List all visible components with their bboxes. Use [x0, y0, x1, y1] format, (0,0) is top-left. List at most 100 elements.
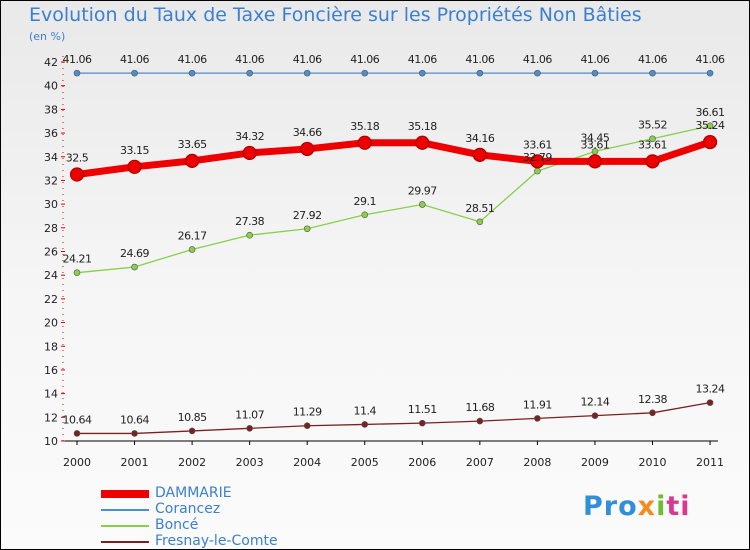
- data-label: 10.64: [63, 413, 92, 426]
- series-line-dammarie: [76, 138, 712, 178]
- logo-part-2: x: [637, 491, 657, 522]
- data-label: 35.18: [350, 120, 379, 133]
- data-label: 11.91: [523, 398, 552, 411]
- data-labels-layer: 41.06 41.06 41.06 41.06 41.06 41.06 41.06 41.06…: [63, 53, 726, 426]
- data-label: 26.17: [178, 229, 207, 242]
- data-label: 24.21: [63, 253, 92, 266]
- data-label: 27.92: [293, 209, 322, 222]
- y-tick-label: 32: [44, 174, 58, 187]
- data-point: [472, 147, 487, 162]
- data-label: 41.06: [523, 53, 552, 66]
- data-point: [246, 425, 253, 432]
- y-tick-label: 28: [44, 222, 58, 235]
- x-tick-label: 2007: [466, 456, 494, 469]
- data-point: [530, 154, 545, 169]
- data-point: [476, 417, 484, 425]
- data-label: 41.06: [293, 53, 322, 66]
- y-tick-label: 22: [44, 293, 58, 306]
- data-point: [246, 69, 253, 77]
- y-tick-label: 26: [44, 246, 58, 259]
- data-label: 35.24: [696, 119, 725, 132]
- data-point: [534, 69, 541, 77]
- data-label: 41.06: [408, 53, 437, 66]
- data-label: 41.06: [465, 53, 494, 66]
- x-tick-label: 2009: [581, 456, 609, 469]
- data-point: [706, 69, 714, 77]
- data-point: [131, 430, 138, 437]
- y-tick-label: 38: [44, 103, 58, 116]
- data-label: 11.68: [465, 401, 494, 414]
- logo-part-1: Pro: [583, 491, 638, 522]
- data-label: 29.97: [408, 184, 437, 197]
- y-tick-label: 42: [44, 56, 58, 69]
- x-tick-label: 2010: [639, 456, 667, 469]
- chart-title: Evolution du Taux de Taxe Foncière sur l…: [29, 4, 642, 26]
- data-label: 41.06: [350, 53, 379, 66]
- data-label: 24.69: [120, 247, 149, 260]
- legend-label-bonce: Boncé: [155, 517, 199, 533]
- legend-swatch-fresnay-le-comte: [101, 541, 149, 543]
- data-label: 41.06: [63, 53, 92, 66]
- data-label: 28.51: [465, 202, 494, 215]
- data-point: [534, 415, 541, 422]
- x-tick-label: 2011: [696, 456, 724, 469]
- axes: 10 12 14 16 18 20 22 24 26 28 30 32 34 36 38 40 42 2000 20…: [44, 56, 724, 469]
- data-point: [587, 154, 603, 169]
- data-point: [131, 263, 138, 271]
- data-point: [361, 421, 369, 428]
- data-point: [649, 135, 656, 143]
- data-label: 33.61: [638, 138, 667, 151]
- data-label: 12.38: [638, 393, 667, 406]
- data-label: 41.06: [580, 53, 609, 66]
- data-label: 35.18: [408, 120, 437, 133]
- data-point: [188, 427, 196, 435]
- data-point: [645, 154, 660, 169]
- y-tick-label: 16: [44, 364, 58, 377]
- data-point: [361, 69, 369, 77]
- data-label: 41.06: [235, 53, 264, 66]
- data-point: [418, 201, 426, 208]
- series-layer: [69, 69, 718, 437]
- legend-swatch-corancez: [101, 509, 149, 511]
- data-label: 29.1: [354, 195, 377, 208]
- data-point: [361, 211, 369, 219]
- x-tick-label: 2004: [293, 456, 321, 469]
- data-label: 34.45: [580, 131, 609, 144]
- series-line-fresnay-le-comte: [77, 401, 711, 435]
- data-label: 12.14: [580, 396, 609, 409]
- data-label: 41.06: [120, 53, 149, 66]
- y-tick-label: 24: [44, 269, 58, 282]
- data-label: 10.64: [120, 413, 149, 426]
- data-point: [303, 69, 311, 77]
- y-tick-label: 40: [44, 80, 58, 93]
- data-point: [418, 69, 426, 77]
- series-line-bonc-: [76, 125, 711, 274]
- data-point: [591, 412, 599, 419]
- legend-label-corancez: Corancez: [155, 501, 221, 517]
- legend-swatch-bonce: [101, 525, 149, 527]
- data-point: [300, 141, 315, 157]
- data-point: [706, 122, 714, 130]
- x-tick-label: 2000: [63, 456, 91, 469]
- data-label: 33.61: [523, 138, 552, 151]
- data-point: [188, 246, 196, 253]
- y-tick-label: 18: [44, 340, 58, 353]
- y-tick-label: 30: [44, 198, 58, 211]
- x-tick-label: 2008: [523, 456, 551, 469]
- data-label: 41.06: [696, 53, 725, 66]
- legend-label-dammarie: DAMMARIE: [155, 485, 232, 501]
- chart-unit-label: (en %): [29, 30, 66, 43]
- data-point: [649, 69, 656, 77]
- data-label: 41.06: [178, 53, 207, 66]
- x-tick-label: 2006: [408, 456, 436, 469]
- data-point: [415, 135, 430, 150]
- data-point: [242, 145, 257, 161]
- y-tick-label: 34: [44, 151, 58, 164]
- y-tick-label: 36: [44, 127, 58, 140]
- x-tick-label: 2003: [236, 456, 264, 469]
- data-point: [246, 231, 253, 239]
- data-label: 33.61: [580, 138, 609, 151]
- data-label: 34.66: [293, 126, 322, 139]
- data-label: 34.32: [235, 130, 264, 143]
